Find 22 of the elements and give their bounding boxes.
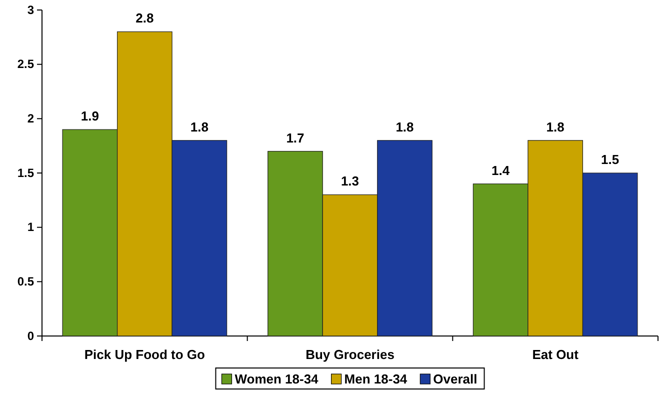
y-tick-label: 1.5 (17, 166, 34, 180)
data-label: 1.4 (492, 162, 510, 178)
data-label: 2.8 (136, 10, 154, 26)
data-label: 1.8 (190, 119, 208, 134)
y-tick-label: 0 (27, 328, 34, 343)
data-label: 1.9 (80, 108, 99, 124)
y-tick-label: 0.5 (17, 274, 34, 289)
x-tick-label: Pick Up Food to Go (84, 347, 206, 362)
x-tick-label: Buy Groceries (306, 347, 394, 362)
data-label: 1.8 (396, 119, 414, 134)
legend-label: Overall (433, 372, 478, 386)
data-label: 1.7 (286, 130, 304, 146)
data-label: 1.8 (546, 119, 564, 134)
y-tick-label: 1 (27, 220, 34, 234)
legend-label: Women 18-34 (234, 372, 320, 386)
y-tick-label: 3 (27, 2, 34, 17)
legend-label: Men 18-34 (344, 372, 408, 386)
y-tick-label: 2 (27, 112, 34, 126)
data-label: 1.3 (340, 174, 360, 189)
y-tick-label: 2.5 (17, 57, 34, 72)
x-tick-label: Eat Out (532, 347, 580, 362)
data-label: 1.5 (601, 152, 620, 167)
